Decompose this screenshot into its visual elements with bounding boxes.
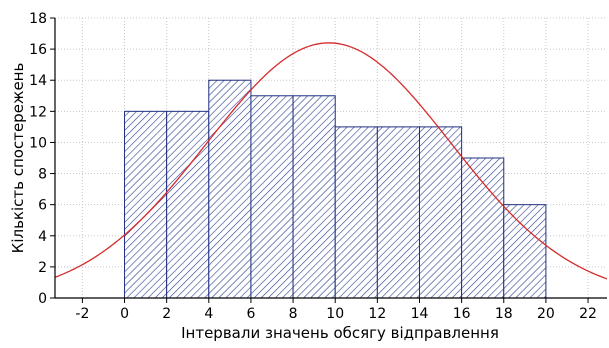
x-tick-label: 12 [368,306,386,322]
histogram-bar [376,126,420,299]
y-tick-label: 0 [38,291,47,307]
axes [50,17,607,303]
x-tick-label: 14 [411,306,429,322]
x-tick-label: 2 [162,306,171,322]
y-tick-label: 16 [29,42,47,58]
normal-curve-line [55,42,607,280]
x-tick-label: 8 [289,306,298,322]
histogram-bar [418,126,463,299]
y-tick-label: 6 [38,198,47,214]
histogram-bars [124,79,547,299]
y-tick-label: 18 [29,11,47,27]
histogram-bar [250,95,294,299]
y-tick-label: 10 [29,135,47,151]
y-tick-label: 2 [38,260,47,276]
histogram-bar [208,79,252,299]
tick-labels: -2 0 2 4 6 8 10 12 14 16 18 20 22 0 2 4 6 8 10 12 14 16 18 [29,11,597,322]
x-axis-title: Інтервали значень обсягу відправлення [181,324,499,342]
histogram-bar [124,110,168,299]
x-tick-label: -2 [75,306,89,322]
x-tick-label: 20 [537,306,555,322]
histogram-bar [503,204,547,299]
histogram-bar [166,110,210,299]
x-tick-label: 16 [453,306,471,322]
x-tick-label: 18 [495,306,513,322]
x-tick-label: 10 [326,306,344,322]
x-tick-label: 22 [579,306,597,322]
y-tick-label: 12 [29,104,47,120]
y-tick-label: 8 [38,167,47,183]
histogram-bar [461,157,505,299]
histogram-bar [334,126,378,299]
y-tick-label: 14 [29,73,47,89]
x-tick-label: 0 [120,306,129,322]
x-tick-label: 6 [246,306,255,322]
x-tick-label: 4 [204,306,213,322]
normal-curve [55,42,607,280]
y-tick-label: 4 [38,229,47,245]
histogram-bar [292,95,336,299]
y-axis-title: Кількість спостережень [9,63,27,254]
